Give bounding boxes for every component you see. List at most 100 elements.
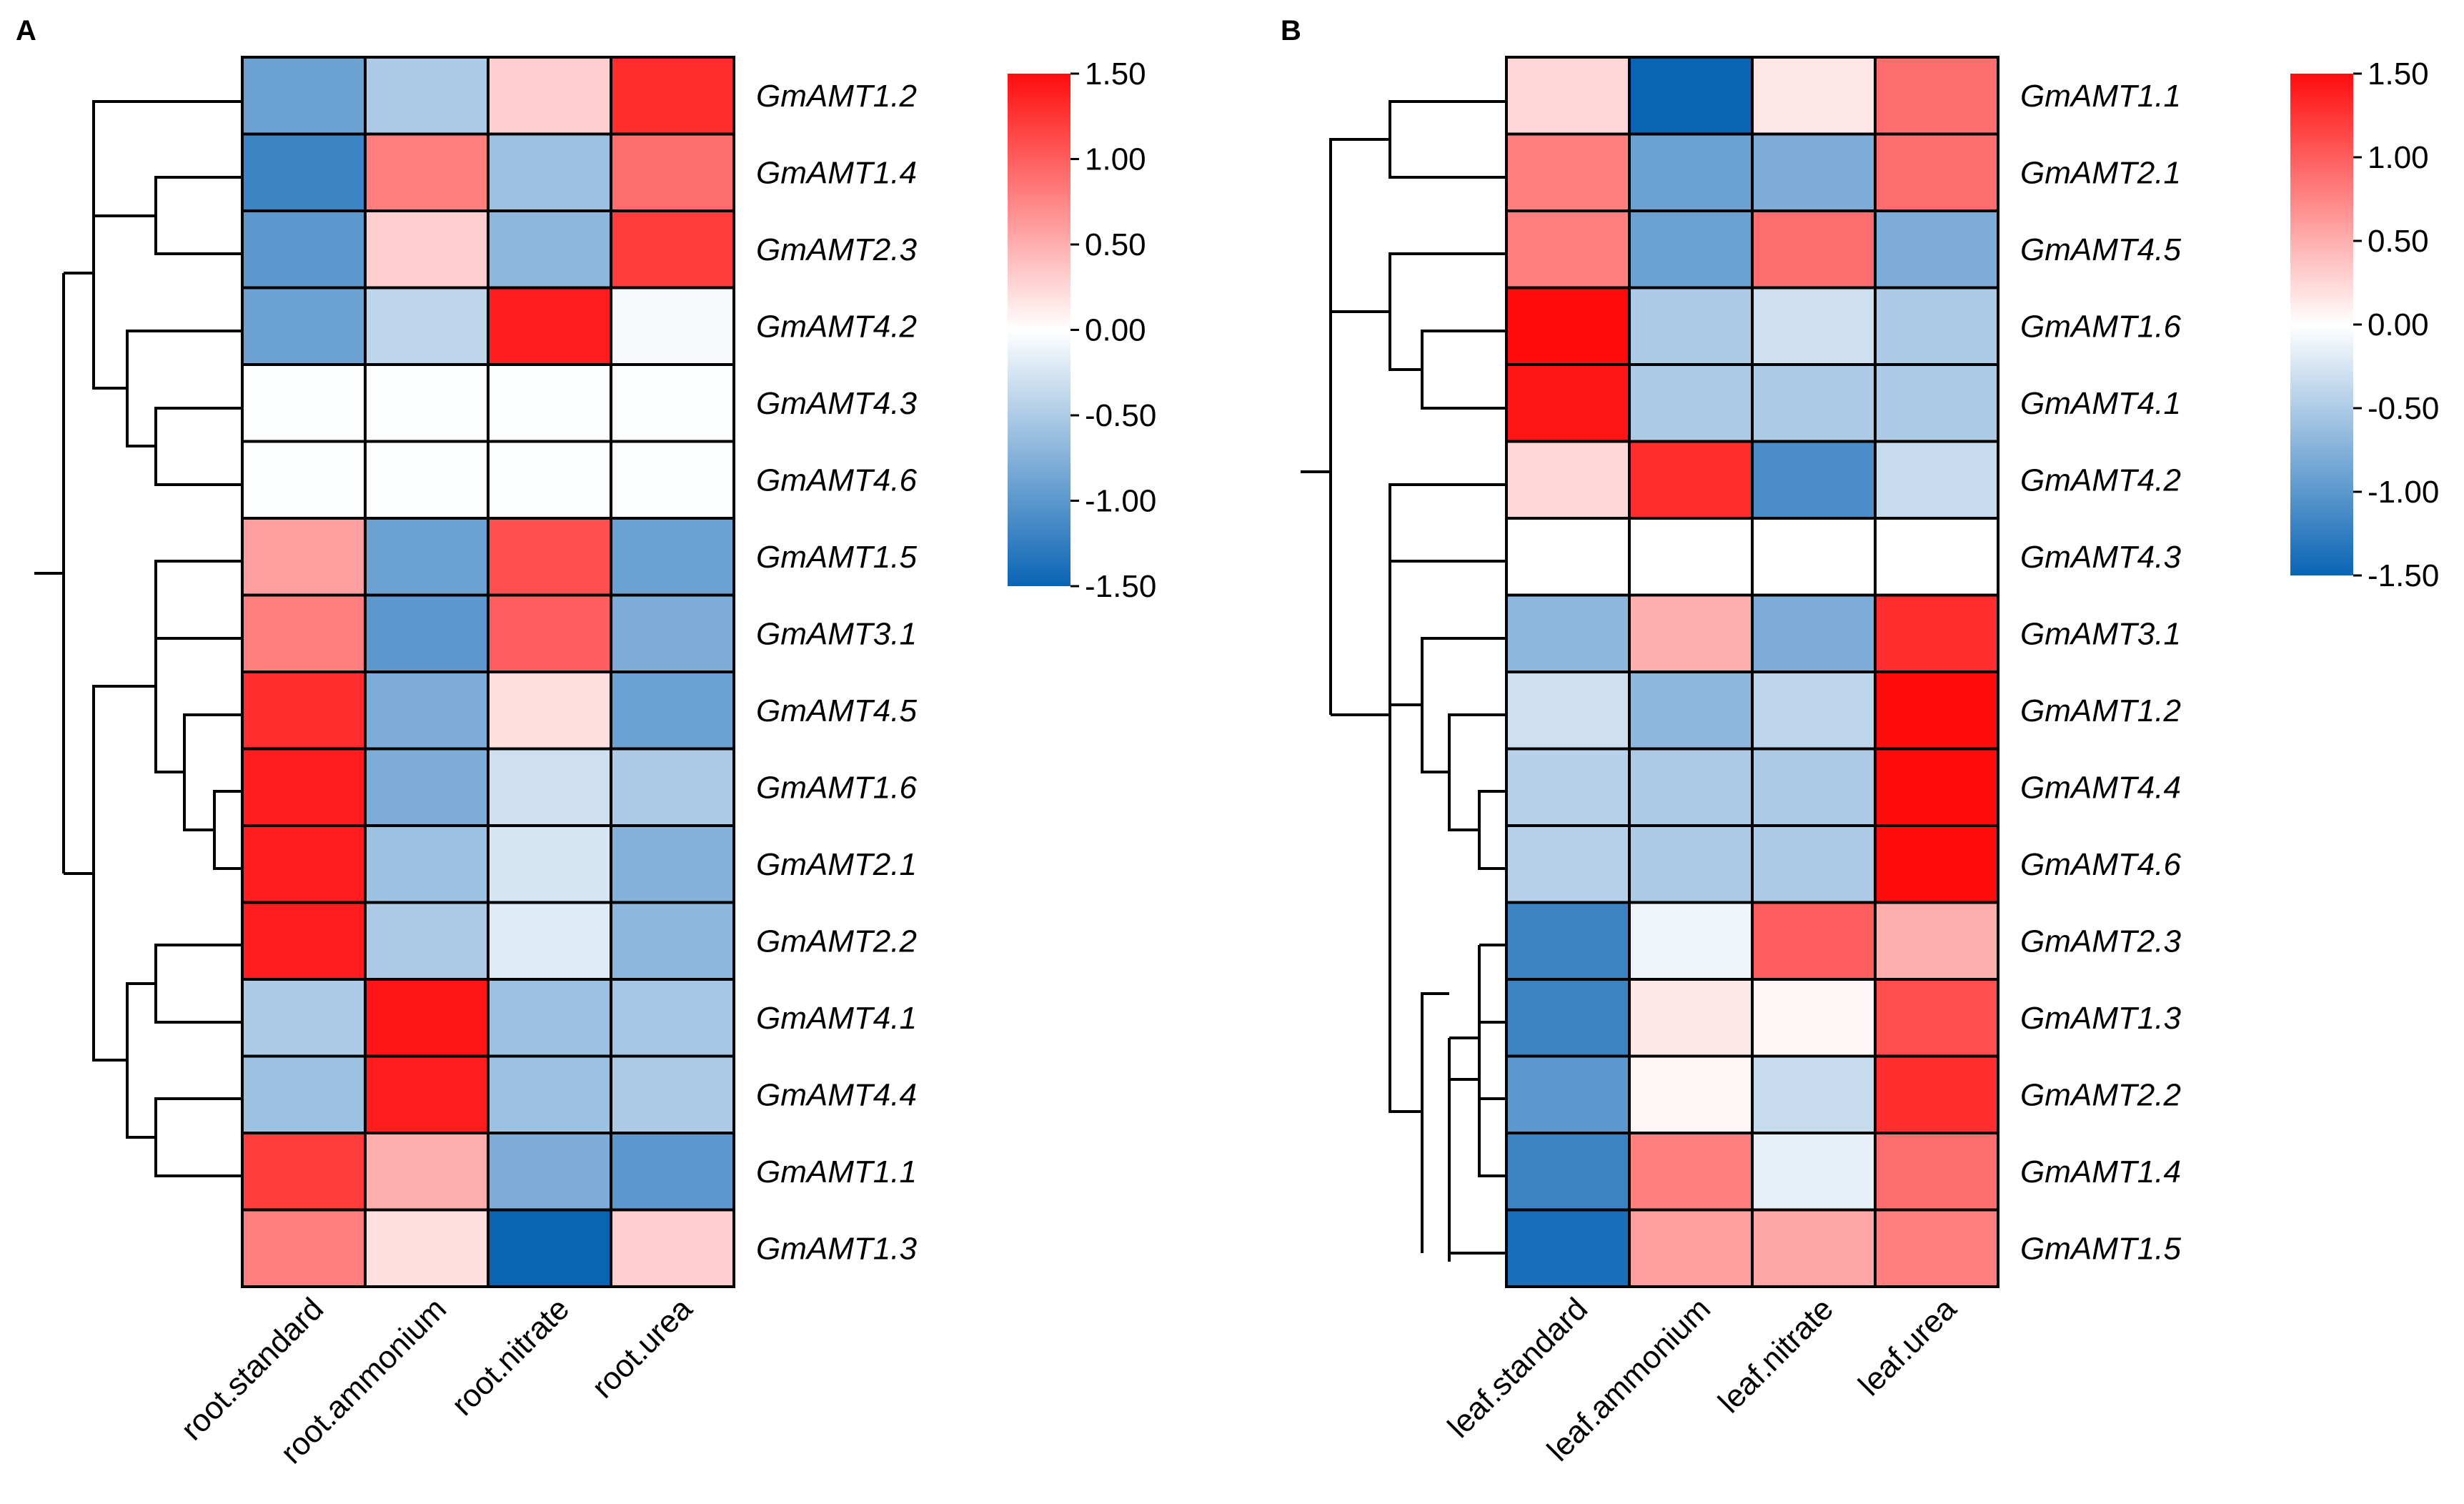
heatmap-cell-a-6-3 xyxy=(610,517,735,597)
colorbar-tick-label-b-2: 0.50 xyxy=(2368,224,2429,259)
heatmap-cell-b-8-3 xyxy=(1874,671,1999,751)
colorbar-tick-label-a-4: -0.50 xyxy=(1085,398,1156,433)
row-label-a-7: GmAMT3.1 xyxy=(756,616,917,651)
heatmap-cell-a-11-0 xyxy=(241,901,367,981)
heatmap-cell-b-9-0 xyxy=(1505,747,1631,827)
heatmap-cell-a-8-2 xyxy=(487,671,612,751)
heatmap-cell-b-3-3 xyxy=(1874,286,1999,366)
heatmap-cell-b-15-2 xyxy=(1751,1208,1877,1288)
panel-a: A GmAMT1.2 GmAMT1.4 GmAMT2.3 GmAMT4.2 GmAMT4… xyxy=(16,15,1156,1470)
colorbar-gradient-b xyxy=(2290,74,2353,575)
heatmap-cell-b-2-3 xyxy=(1874,209,1999,290)
colorbar-b: 1.50 1.00 0.50 0.00 -0.50 -1.00 -1.50 xyxy=(2290,56,2439,593)
colorbar-tick-label-a-2: 0.50 xyxy=(1085,227,1146,262)
heatmap-cell-b-4-0 xyxy=(1505,363,1631,443)
heatmap-cell-b-14-1 xyxy=(1628,1132,1754,1212)
heatmap-cell-a-0-0 xyxy=(241,56,367,136)
colorbar-tick-label-b-6: -1.50 xyxy=(2368,558,2439,593)
dendrogram-b xyxy=(1301,100,1506,1262)
heatmap-cell-b-9-1 xyxy=(1628,747,1754,827)
heatmap-cell-b-6-3 xyxy=(1874,517,1999,597)
heatmap-cell-b-11-2 xyxy=(1751,901,1877,981)
heatmap-cell-a-4-1 xyxy=(364,363,490,443)
heatmap-cell-b-4-2 xyxy=(1751,363,1877,443)
heatmap-cell-a-2-0 xyxy=(241,209,367,290)
heatmap-cell-b-1-3 xyxy=(1874,132,1999,212)
colorbar-tick-label-b-0: 1.50 xyxy=(2368,56,2429,91)
heatmap-cell-a-14-3 xyxy=(610,1132,735,1212)
heatmap-cell-b-13-3 xyxy=(1874,1054,1999,1134)
heatmap-cell-b-13-0 xyxy=(1505,1054,1631,1134)
row-labels-b: GmAMT1.1 GmAMT2.1 GmAMT4.5 GmAMT1.6 GmAMT4.1… xyxy=(2020,79,2181,1267)
heatmap-cell-b-9-3 xyxy=(1874,747,1999,827)
column-label-a-3: root.urea xyxy=(585,1291,700,1405)
heatmap-cell-a-0-2 xyxy=(487,56,612,136)
heatmap-cell-b-5-3 xyxy=(1874,440,1999,520)
heatmap-cell-a-11-3 xyxy=(610,901,735,981)
heatmap-cell-b-8-1 xyxy=(1628,671,1754,751)
colorbar-tick-label-a-3: 0.00 xyxy=(1085,313,1146,348)
heatmap-cell-a-9-2 xyxy=(487,747,612,827)
heatmap-cell-b-13-1 xyxy=(1628,1054,1754,1134)
heatmap-cell-b-12-1 xyxy=(1628,978,1754,1058)
row-label-a-3: GmAMT4.2 xyxy=(756,309,917,344)
row-labels-a: GmAMT1.2 GmAMT1.4 GmAMT2.3 GmAMT4.2 GmAMT4.3… xyxy=(756,79,917,1267)
heatmap-cell-a-9-1 xyxy=(364,747,490,827)
row-label-b-14: GmAMT1.4 xyxy=(2020,1154,2181,1189)
heatmap-cell-a-2-2 xyxy=(487,209,612,290)
colorbar-tick-label-b-5: -1.00 xyxy=(2368,475,2439,510)
heatmap-cell-b-5-1 xyxy=(1628,440,1754,520)
heatmap-cell-a-2-3 xyxy=(610,209,735,290)
heatmap-cell-b-13-2 xyxy=(1751,1054,1877,1134)
heatmap-cell-a-3-1 xyxy=(364,286,490,366)
colorbar-tick-label-b-3: 0.00 xyxy=(2368,307,2429,342)
heatmap-cell-a-1-0 xyxy=(241,132,367,212)
row-label-b-12: GmAMT1.3 xyxy=(2020,1001,2181,1036)
panel-label-a: A xyxy=(16,15,36,46)
heatmap-cell-b-1-2 xyxy=(1751,132,1877,212)
heatmap-cell-a-1-1 xyxy=(364,132,490,212)
heatmap-cell-b-6-0 xyxy=(1505,517,1631,597)
heatmap-cells-a xyxy=(241,56,735,1288)
heatmap-cell-a-12-2 xyxy=(487,978,612,1058)
heatmap-cell-a-13-3 xyxy=(610,1054,735,1134)
row-label-a-13: GmAMT4.4 xyxy=(756,1077,917,1112)
heatmap-cell-a-11-2 xyxy=(487,901,612,981)
heatmap-cell-a-4-3 xyxy=(610,363,735,443)
row-label-a-14: GmAMT1.1 xyxy=(756,1154,917,1189)
heatmap-cell-b-7-3 xyxy=(1874,593,1999,673)
row-label-b-10: GmAMT4.6 xyxy=(2020,847,2181,882)
colorbar-a: 1.50 1.00 0.50 0.00 -0.50 -1.00 -1.50 xyxy=(1008,56,1156,604)
heatmap-cell-b-3-1 xyxy=(1628,286,1754,366)
heatmap-cell-a-12-3 xyxy=(610,978,735,1058)
heatmap-cell-b-5-0 xyxy=(1505,440,1631,520)
heatmap-cell-b-6-1 xyxy=(1628,517,1754,597)
heatmap-cell-b-10-1 xyxy=(1628,824,1754,904)
heatmap-cell-b-7-0 xyxy=(1505,593,1631,673)
heatmap-cell-a-2-1 xyxy=(364,209,490,290)
heatmap-cell-b-1-1 xyxy=(1628,132,1754,212)
heatmap-cell-b-15-0 xyxy=(1505,1208,1631,1288)
heatmap-cell-a-8-1 xyxy=(364,671,490,751)
row-label-a-11: GmAMT2.2 xyxy=(756,924,917,959)
heatmap-cell-b-14-2 xyxy=(1751,1132,1877,1212)
heatmap-cell-a-9-3 xyxy=(610,747,735,827)
heatmap-cell-a-12-1 xyxy=(364,978,490,1058)
row-label-a-8: GmAMT4.5 xyxy=(756,693,917,728)
heatmap-cell-b-7-2 xyxy=(1751,593,1877,673)
heatmap-cell-b-0-1 xyxy=(1628,56,1754,136)
heatmap-cell-a-5-1 xyxy=(364,440,490,520)
heatmap-cell-a-13-2 xyxy=(487,1054,612,1134)
row-label-a-5: GmAMT4.6 xyxy=(756,462,917,498)
heatmap-cell-b-12-0 xyxy=(1505,978,1631,1058)
colorbar-tick-label-a-6: -1.50 xyxy=(1085,569,1156,604)
heatmap-cell-b-11-3 xyxy=(1874,901,1999,981)
row-label-a-0: GmAMT1.2 xyxy=(756,79,917,114)
heatmap-cell-b-1-0 xyxy=(1505,132,1631,212)
heatmap-cell-b-3-2 xyxy=(1751,286,1877,366)
heatmap-cell-a-6-1 xyxy=(364,517,490,597)
heatmap-cell-a-14-2 xyxy=(487,1132,612,1212)
row-label-b-6: GmAMT4.3 xyxy=(2020,540,2181,575)
